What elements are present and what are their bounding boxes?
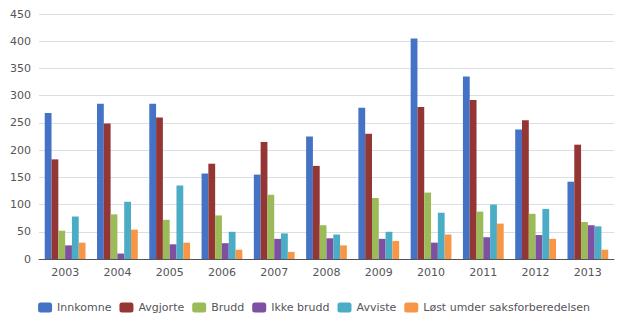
svg-text:Avviste: Avviste <box>357 301 397 314</box>
svg-text:Ikke brudd: Ikke brudd <box>271 301 329 314</box>
svg-text:2004: 2004 <box>103 266 131 279</box>
svg-text:2009: 2009 <box>365 266 393 279</box>
svg-text:150: 150 <box>10 171 31 184</box>
svg-text:2008: 2008 <box>312 266 340 279</box>
svg-text:2013: 2013 <box>574 266 602 279</box>
svg-text:Brudd: Brudd <box>211 301 244 314</box>
svg-text:Løst umder saksforberedelsen: Løst umder saksforberedelsen <box>423 301 590 314</box>
svg-text:2011: 2011 <box>469 266 497 279</box>
svg-text:200: 200 <box>10 144 31 157</box>
svg-text:Avgjorte: Avgjorte <box>138 301 184 314</box>
svg-text:2010: 2010 <box>417 266 445 279</box>
svg-text:2012: 2012 <box>522 266 550 279</box>
svg-text:450: 450 <box>10 8 31 21</box>
svg-text:2005: 2005 <box>156 266 184 279</box>
svg-text:250: 250 <box>10 116 31 129</box>
svg-text:350: 350 <box>10 62 31 75</box>
svg-text:300: 300 <box>10 89 31 102</box>
svg-text:2007: 2007 <box>260 266 288 279</box>
svg-text:50: 50 <box>17 225 31 238</box>
svg-text:0: 0 <box>24 253 31 266</box>
svg-text:2003: 2003 <box>51 266 79 279</box>
svg-text:Innkomne: Innkomne <box>57 301 112 314</box>
svg-text:100: 100 <box>10 198 31 211</box>
svg-text:400: 400 <box>10 35 31 48</box>
svg-text:2006: 2006 <box>208 266 236 279</box>
